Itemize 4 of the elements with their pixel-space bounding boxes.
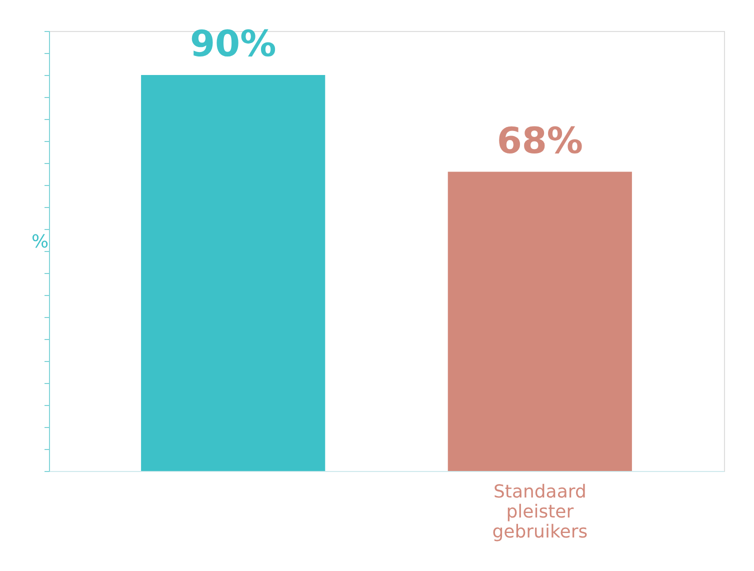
data-label: 90%	[190, 24, 276, 65]
data-label: 68%	[496, 120, 583, 162]
x-tick-label: Standaard pleister gebruikers	[492, 482, 588, 542]
y-axis-title: %	[31, 232, 49, 252]
